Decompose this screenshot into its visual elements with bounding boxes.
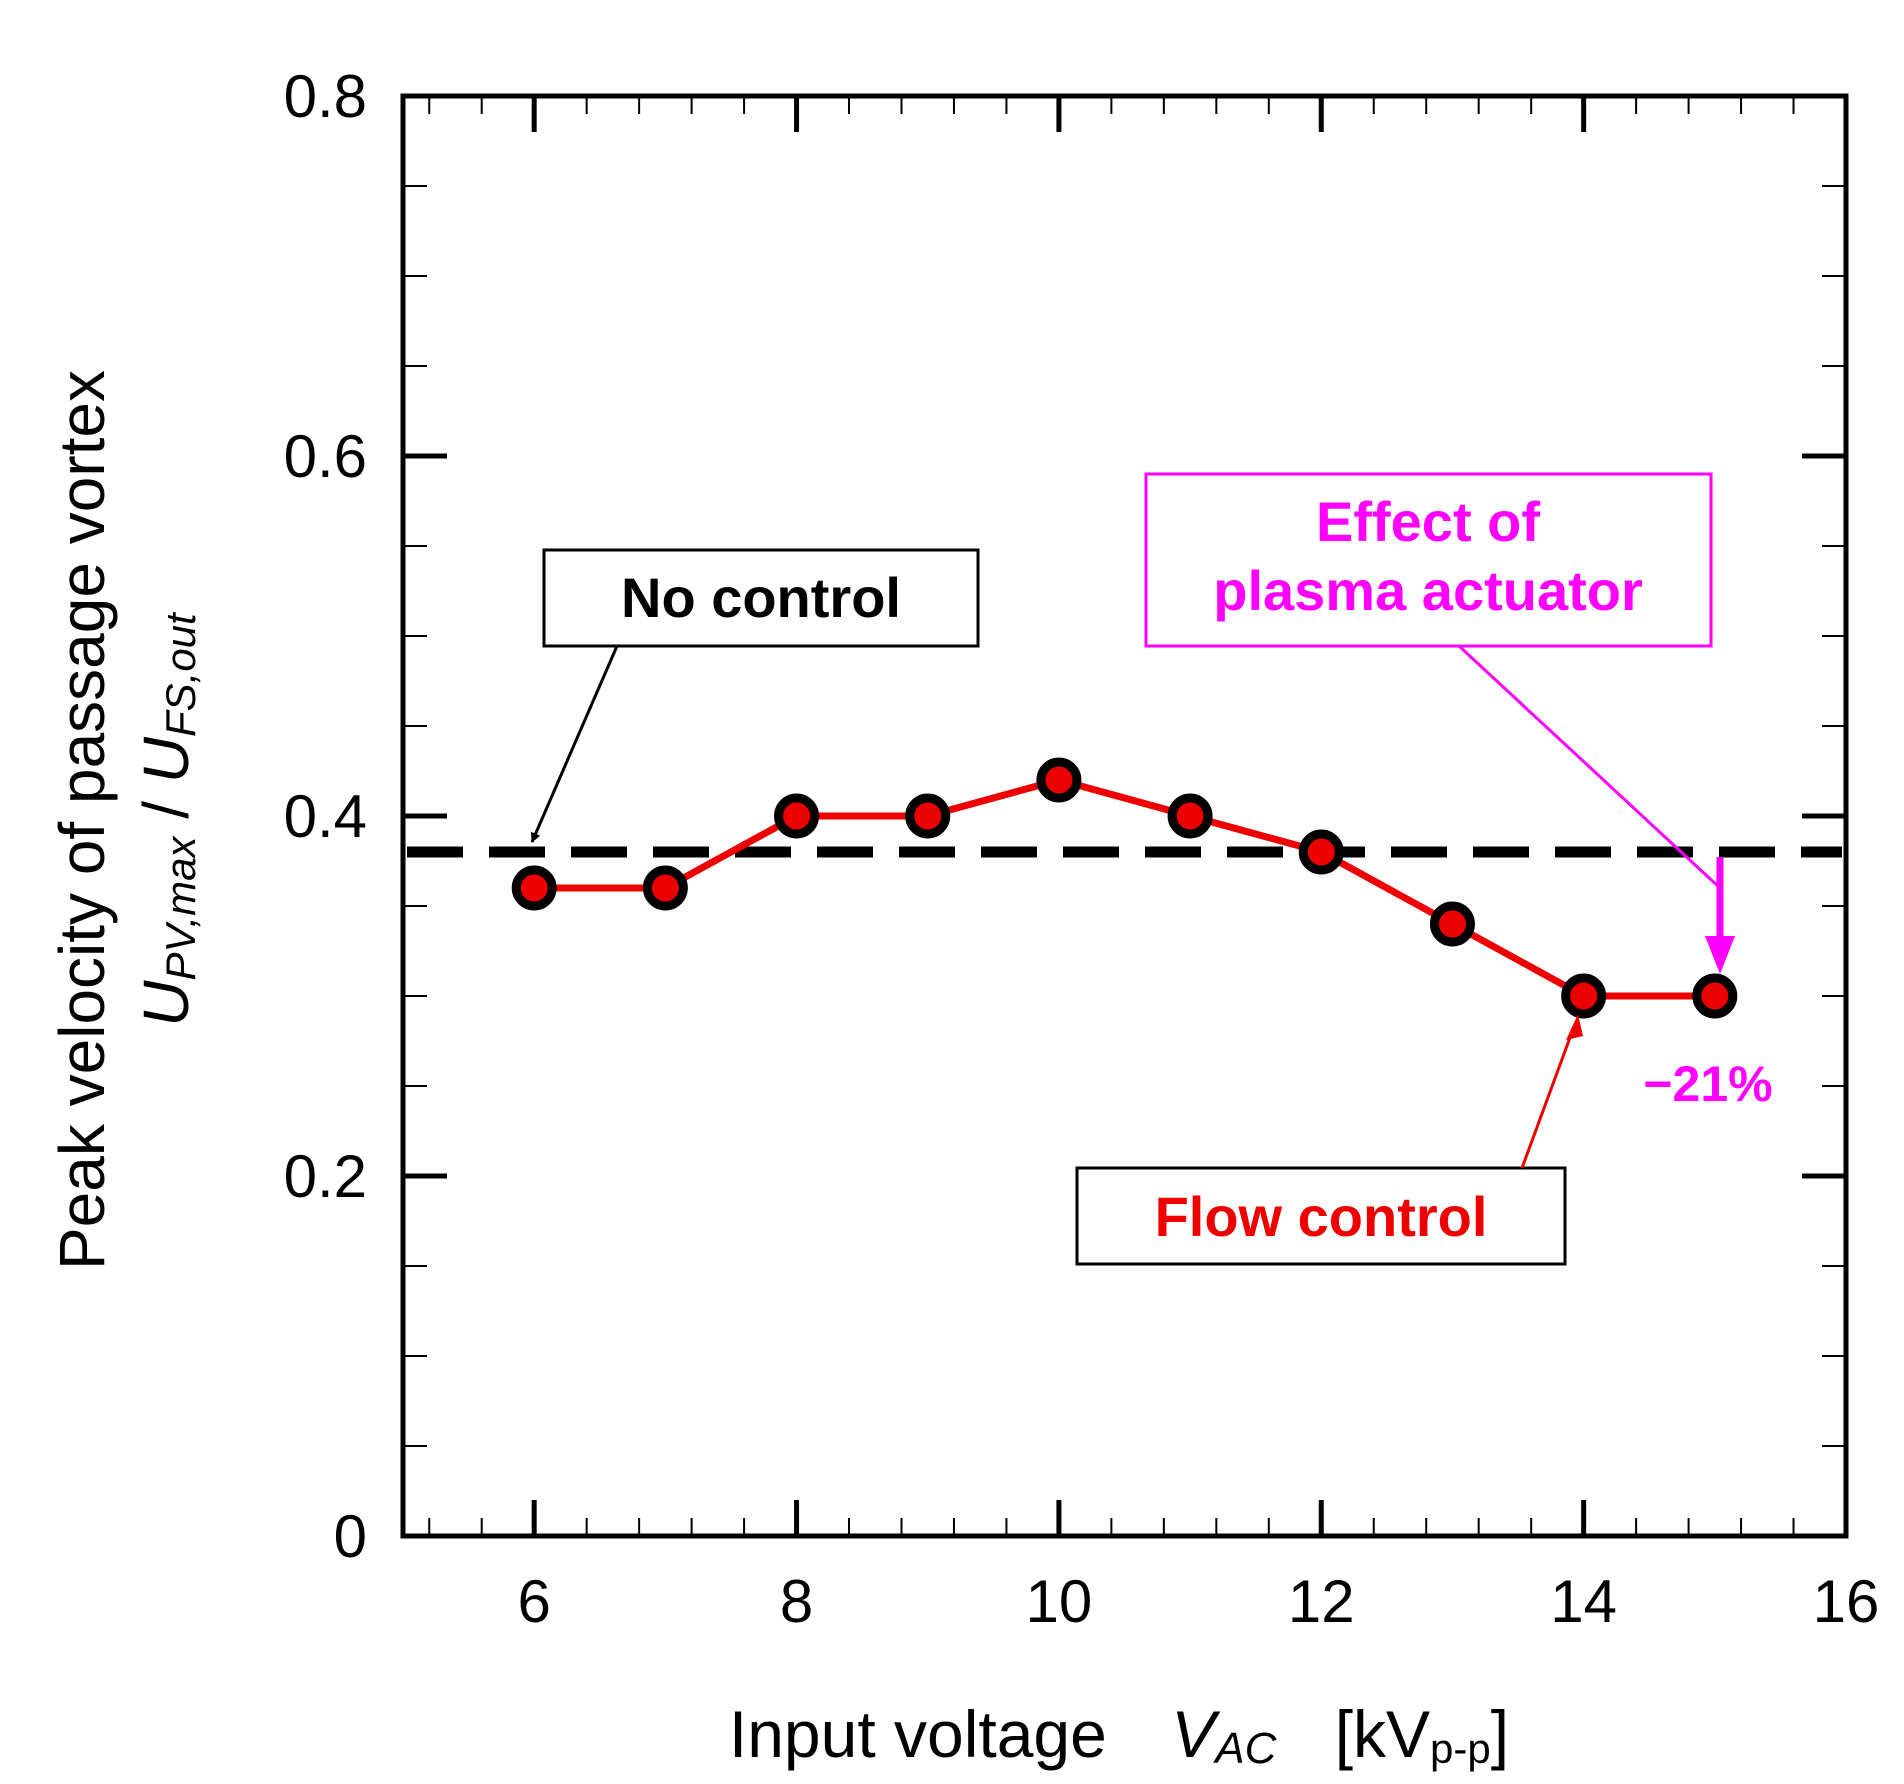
x-axis-unit-close: ] (1491, 1697, 1509, 1771)
x-axis-symbol-sub: AC (1212, 1724, 1277, 1773)
flow-control-point (1692, 973, 1738, 1019)
flow-control-point (642, 865, 688, 911)
effect-label-line2: plasma actuator (1213, 559, 1643, 622)
y-axis-title-line1: Peak velocity of passage vortex (46, 370, 118, 1270)
flow-control-point (905, 793, 951, 839)
x-axis-unit-sub: p-p (1430, 1725, 1491, 1772)
x-tick-label: 10 (1026, 1568, 1093, 1635)
axis-ticks (403, 93, 1849, 1539)
x-axis-title: Input voltage VAC [kVp-p] (729, 1697, 1509, 1777)
flow-control-arrow-line (1520, 1023, 1577, 1169)
y-tick-label: 0.2 (284, 1143, 367, 1210)
y-axis-den: U (130, 736, 202, 783)
no-control-box (542, 548, 980, 648)
x-axis-unit-open: [kV (1335, 1697, 1430, 1771)
effect-callout: Effect of plasma actuator −21% (1144, 472, 1773, 1112)
y-axis-title-line2: UPV,max / UFS,out (130, 611, 204, 1027)
plot-frame (400, 93, 1849, 1539)
flow-control-point (774, 793, 820, 839)
no-control-callout: No control (530, 548, 980, 843)
flow-control-box (1075, 1166, 1567, 1266)
flow-control-points (511, 757, 1738, 1019)
effect-box (1144, 472, 1713, 648)
x-tick-label: 8 (780, 1568, 813, 1635)
x-axis-symbol: V (1171, 1697, 1221, 1771)
no-control-label: No control (621, 566, 901, 629)
flow-control-point (1298, 829, 1344, 875)
y-tick-label: 0.6 (284, 423, 367, 490)
x-axis-label-text: Input voltage (729, 1697, 1107, 1771)
reduction-label: −21% (1643, 1056, 1772, 1112)
flow-control-arrowhead (1566, 1014, 1583, 1040)
flow-control-point (511, 865, 557, 911)
x-tick-label: 16 (1813, 1568, 1880, 1635)
y-axis-slash: / (130, 783, 202, 836)
y-tick-label: 0.4 (284, 783, 367, 850)
effect-arrowhead (1705, 936, 1735, 974)
effect-label-line1: Effect of (1316, 490, 1540, 553)
flow-control-label: Flow control (1155, 1185, 1488, 1248)
y-tick-label: 0.8 (284, 63, 367, 130)
x-tick-label: 14 (1550, 1568, 1617, 1635)
flow-control-point (1429, 901, 1475, 947)
flow-control-point (1167, 793, 1213, 839)
flow-control-point (1036, 757, 1082, 803)
y-axis-num: U (130, 980, 202, 1027)
y-tick-label: 0 (334, 1503, 367, 1570)
x-tick-label: 12 (1288, 1568, 1355, 1635)
flow-control-callout: Flow control (1075, 1014, 1583, 1266)
y-axis-den-sub: FS,out (157, 611, 204, 737)
effect-pointer-line (1457, 644, 1722, 890)
no-control-arrow (530, 645, 619, 843)
x-tick-label: 6 (517, 1568, 550, 1635)
flow-control-point (1561, 973, 1607, 1019)
flow-control-series-line (534, 776, 1715, 1000)
axis-tick-labels: 6 8 10 12 14 16 0 0.2 0.4 0.6 0.8 (284, 63, 1880, 1635)
y-axis-num-sub: PV,max (157, 835, 204, 981)
